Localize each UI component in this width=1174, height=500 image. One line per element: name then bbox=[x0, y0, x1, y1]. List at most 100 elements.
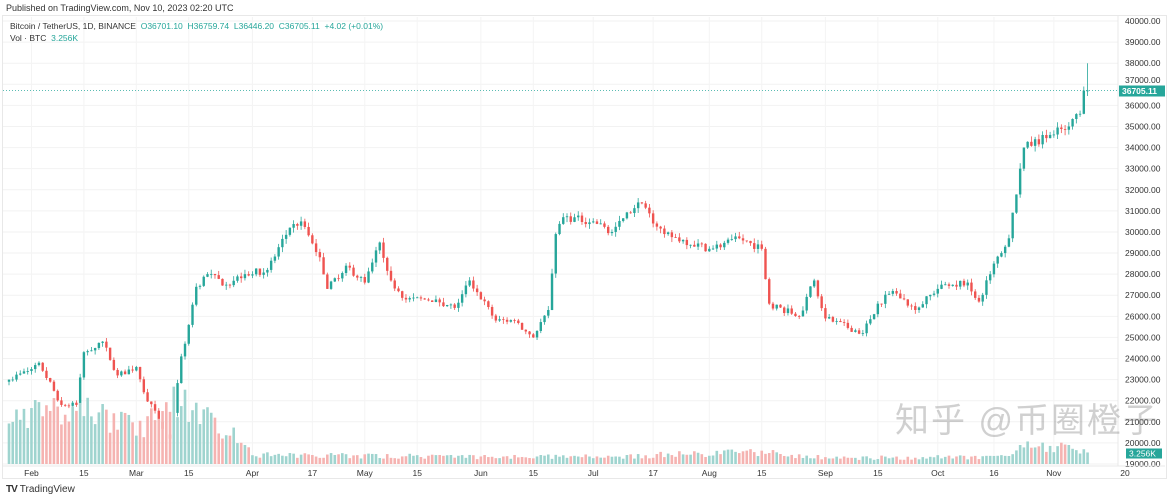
candle-body bbox=[846, 322, 850, 328]
volume-bar bbox=[45, 405, 48, 464]
candle-body bbox=[1011, 212, 1014, 239]
volume-bar bbox=[112, 413, 116, 464]
volume-bar bbox=[1030, 447, 1033, 464]
volume-bar bbox=[610, 456, 614, 464]
volume-bar bbox=[404, 456, 408, 464]
volume-bar bbox=[943, 456, 947, 464]
candle-body bbox=[940, 284, 943, 289]
candle-body bbox=[442, 302, 445, 307]
candle-body bbox=[726, 239, 730, 243]
volume-bar bbox=[655, 454, 659, 464]
volume-bar bbox=[835, 456, 838, 464]
volume-bar bbox=[528, 457, 531, 464]
time-tick-label: Jul bbox=[588, 468, 599, 478]
volume-bar bbox=[801, 457, 805, 464]
candle-body bbox=[693, 244, 696, 247]
high-value: H36759.74 bbox=[187, 21, 230, 31]
candle-body bbox=[753, 243, 756, 249]
candle-body bbox=[1082, 90, 1086, 114]
volume-bar bbox=[1063, 444, 1067, 464]
candle-body bbox=[63, 404, 67, 406]
volume-bar bbox=[483, 455, 486, 464]
candle-body bbox=[895, 291, 898, 294]
volume-bar bbox=[895, 456, 898, 464]
candle-body bbox=[947, 284, 951, 286]
candle-body bbox=[472, 280, 475, 289]
volume-bar bbox=[722, 450, 726, 464]
volume-bar bbox=[172, 386, 176, 464]
candle-body bbox=[408, 298, 411, 300]
volume-bar bbox=[970, 456, 973, 464]
candle-body bbox=[45, 370, 48, 379]
volume-bar bbox=[1018, 444, 1022, 464]
candle-body bbox=[1030, 141, 1033, 146]
candle-body bbox=[520, 322, 524, 330]
candle-body bbox=[857, 330, 861, 334]
volume-bar bbox=[1041, 442, 1044, 464]
time-tick-label: Apr bbox=[246, 468, 259, 478]
candle-body bbox=[1075, 114, 1078, 120]
candle-body bbox=[532, 334, 535, 338]
candle-body bbox=[573, 217, 576, 222]
volume-label[interactable]: Vol · BTC bbox=[10, 33, 47, 43]
candle-body bbox=[663, 228, 666, 235]
price-tick-label: 25000.00 bbox=[1125, 332, 1161, 342]
volume-bar bbox=[438, 454, 441, 464]
volume-bar bbox=[614, 456, 617, 464]
volume-bar bbox=[1071, 448, 1074, 464]
volume-bar bbox=[378, 458, 382, 464]
volume-bar bbox=[434, 455, 438, 464]
candle-body bbox=[34, 365, 37, 370]
candle-body bbox=[191, 304, 194, 325]
candle-body bbox=[457, 302, 460, 308]
volume-bar bbox=[681, 454, 685, 464]
volume-bar bbox=[546, 454, 550, 464]
volume-bar bbox=[487, 457, 490, 464]
candle-body bbox=[311, 235, 314, 244]
volume-bar bbox=[644, 455, 647, 464]
volume-bar bbox=[719, 454, 722, 464]
candle-body bbox=[363, 277, 366, 283]
candle-body bbox=[75, 402, 78, 405]
candle-body bbox=[445, 305, 449, 307]
price-tick-label: 28000.00 bbox=[1125, 269, 1161, 279]
volume-bar bbox=[700, 454, 704, 464]
candle-body bbox=[708, 248, 711, 252]
tradingview-logo-text[interactable]: TradingView bbox=[19, 484, 75, 495]
candle-body bbox=[985, 280, 988, 295]
volume-bar bbox=[640, 458, 644, 464]
candle-body bbox=[914, 306, 917, 311]
volume-bar bbox=[767, 453, 771, 464]
candle-body bbox=[225, 284, 228, 286]
volume-bar bbox=[1037, 446, 1041, 464]
candle-body bbox=[610, 231, 614, 234]
symbol-label[interactable]: Bitcoin / TetherUS, 1D, BINANCE bbox=[10, 21, 136, 31]
volume-bar bbox=[1000, 455, 1003, 464]
volume-bar bbox=[872, 459, 876, 464]
time-tick-label: Feb bbox=[24, 468, 39, 478]
candle-body bbox=[715, 244, 719, 249]
last-price-label: 36705.11 bbox=[1122, 86, 1157, 96]
price-tick-label: 20000.00 bbox=[1125, 438, 1161, 448]
time-tick-label: 15 bbox=[184, 468, 194, 478]
volume-bar bbox=[311, 455, 314, 464]
candle-body bbox=[198, 285, 202, 287]
volume-bar bbox=[464, 457, 468, 464]
last-volume-label: 3.256K bbox=[1129, 449, 1156, 459]
candle-body bbox=[273, 256, 277, 261]
volume-bar bbox=[809, 458, 812, 464]
volume-bar bbox=[453, 457, 456, 464]
candle-body bbox=[633, 208, 636, 214]
volume-bar bbox=[502, 456, 505, 464]
volume-bar bbox=[67, 421, 71, 464]
candle-body bbox=[644, 203, 647, 208]
price-tick-label: 22000.00 bbox=[1125, 396, 1161, 406]
candle-body bbox=[517, 320, 520, 323]
volume-bar bbox=[288, 453, 292, 464]
close-value: C36705.11 bbox=[278, 21, 320, 31]
volume-legend: Vol · BTC 3.256K bbox=[10, 32, 383, 44]
candle-body bbox=[921, 304, 924, 308]
candle-body bbox=[356, 275, 359, 278]
candle-body bbox=[854, 330, 857, 332]
